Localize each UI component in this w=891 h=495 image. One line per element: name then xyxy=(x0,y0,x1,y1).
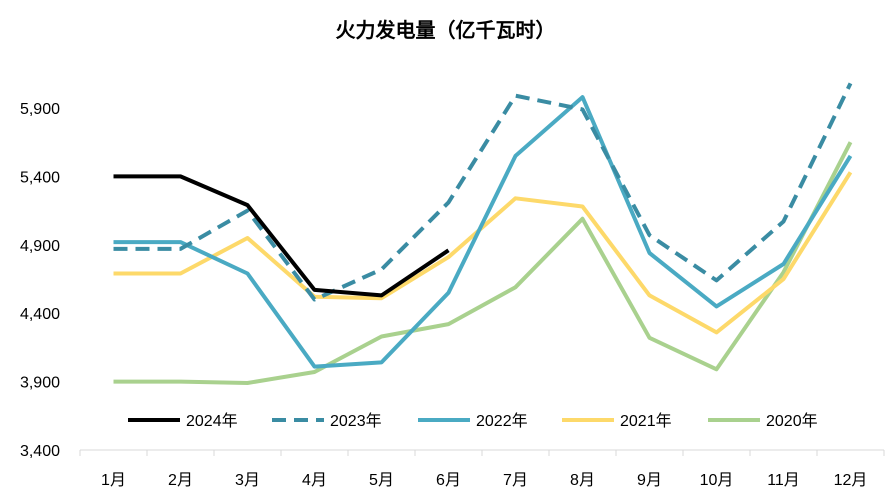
legend-label-2024年: 2024年 xyxy=(186,412,238,430)
x-tick-label: 1月 xyxy=(101,472,126,489)
y-tick-label: 4,400 xyxy=(20,306,60,323)
x-tick-label: 2月 xyxy=(168,472,193,489)
y-tick-label: 5,400 xyxy=(20,169,60,186)
y-tick-label: 5,900 xyxy=(20,101,60,118)
x-tick-label: 9月 xyxy=(637,472,662,489)
legend-label-2021年: 2021年 xyxy=(620,412,672,430)
y-tick-label: 3,400 xyxy=(20,443,60,460)
x-tick-label: 8月 xyxy=(570,472,595,489)
series-line-2020年 xyxy=(113,141,853,385)
x-tick-label: 6月 xyxy=(436,472,461,489)
legend-label-2020年: 2020年 xyxy=(766,412,818,430)
x-tick-label: 12月 xyxy=(834,472,868,489)
legend-label-2023年: 2023年 xyxy=(330,412,382,430)
x-tick-label: 4月 xyxy=(302,472,327,489)
series-line-2023年 xyxy=(113,82,853,302)
series-line-2022年 xyxy=(113,95,853,369)
y-tick-label: 4,900 xyxy=(20,238,60,255)
chart-title: 火力发电量（亿千瓦时） xyxy=(335,18,556,42)
x-tick-label: 5月 xyxy=(369,472,394,489)
x-tick-label: 7月 xyxy=(503,472,528,489)
legend-label-2022年: 2022年 xyxy=(476,412,528,430)
x-tick-label: 10月 xyxy=(700,472,734,489)
series-line-2024年 xyxy=(113,174,450,298)
y-tick-label: 3,900 xyxy=(20,375,60,392)
x-tick-label: 3月 xyxy=(235,472,260,489)
x-tick-label: 11月 xyxy=(767,472,800,489)
